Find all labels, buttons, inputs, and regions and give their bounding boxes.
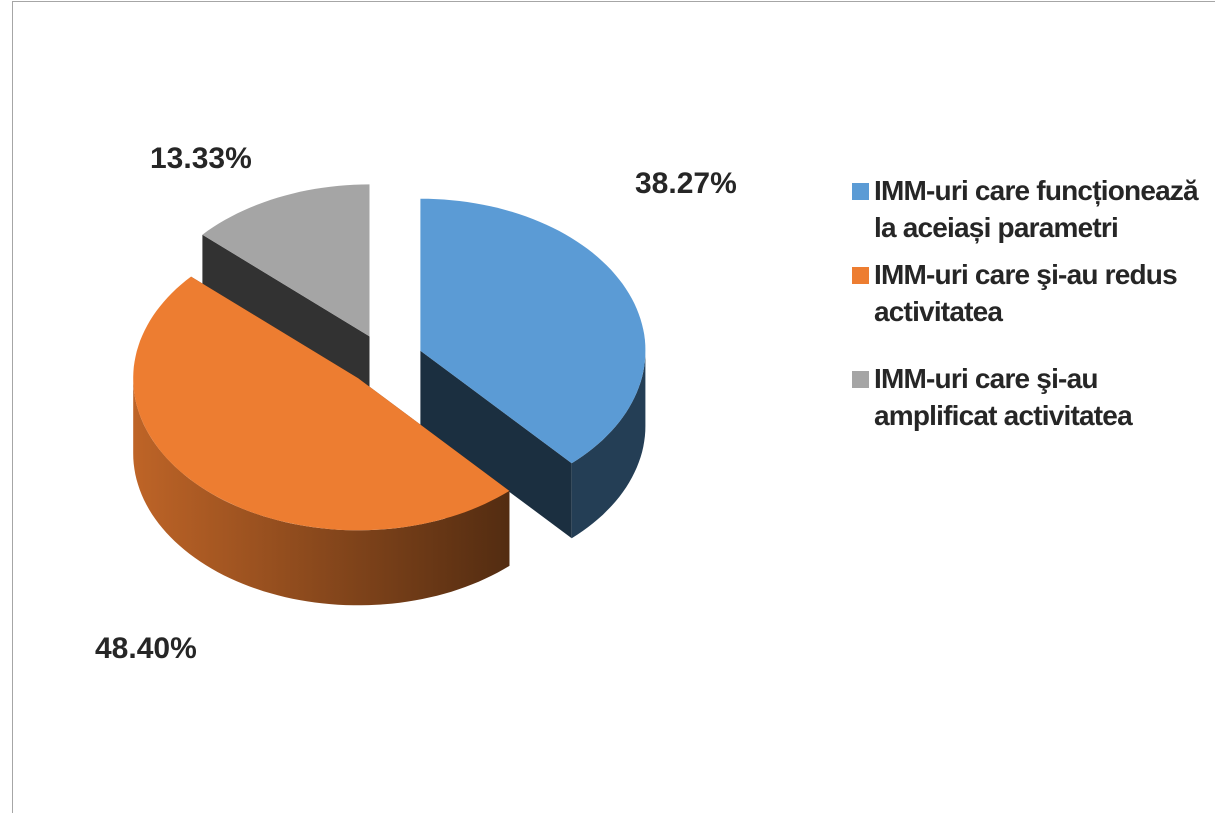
slice-top xyxy=(202,184,370,337)
legend-swatch xyxy=(852,267,869,284)
data-label: 13.33% xyxy=(150,142,252,175)
slice-top xyxy=(420,198,646,464)
slice-top xyxy=(133,276,510,531)
data-label: 38.27% xyxy=(635,167,737,200)
frame xyxy=(12,1,1215,813)
slice-wall xyxy=(420,350,572,539)
legend-swatch xyxy=(852,371,869,388)
legend-item: IMM-uri care şi-au redus activitatea xyxy=(848,256,1208,330)
legend-label: IMM-uri care şi-au amplificat activitate… xyxy=(874,363,1133,431)
legend-label: IMM-uri care funcționează la aceiași par… xyxy=(874,175,1199,243)
pie-slice xyxy=(133,276,510,606)
legend: IMM-uri care funcționează la aceiași par… xyxy=(848,172,1208,434)
legend-swatch xyxy=(852,183,869,200)
legend-label: IMM-uri care şi-au redus activitatea xyxy=(874,259,1178,327)
data-label: 48.40% xyxy=(95,632,197,665)
slice-side xyxy=(571,350,646,539)
slice-side xyxy=(133,378,510,606)
legend-item: IMM-uri care funcționează la aceiași par… xyxy=(848,172,1208,246)
legend-item: IMM-uri care şi-au amplificat activitate… xyxy=(848,360,1208,434)
pie-slice xyxy=(420,198,646,539)
